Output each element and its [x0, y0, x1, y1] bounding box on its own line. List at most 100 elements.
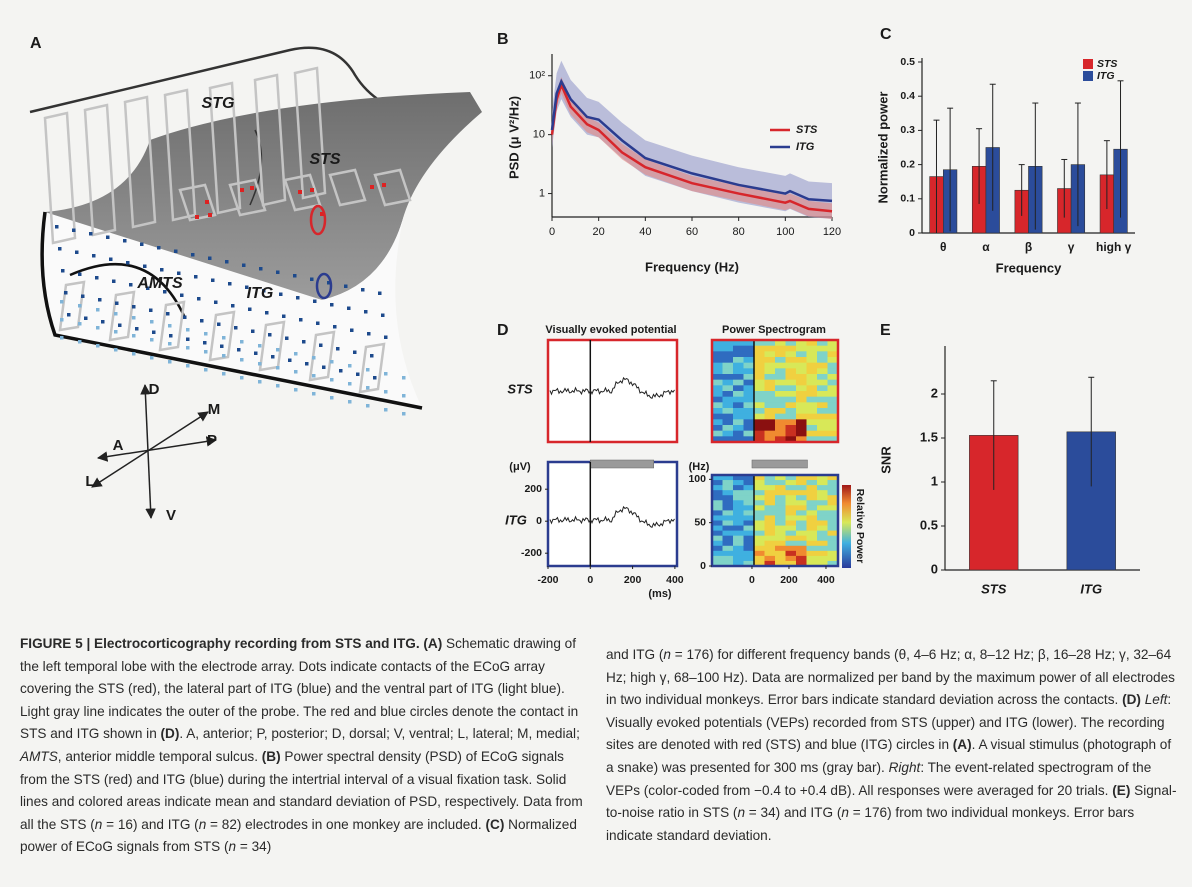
spec-cell — [712, 362, 723, 369]
spec-cell — [817, 408, 828, 415]
spec-cell — [743, 475, 755, 481]
spec-cell — [817, 357, 828, 364]
ventral-dot — [366, 386, 370, 390]
spec-cell — [733, 500, 744, 506]
stimulus-bar — [751, 459, 808, 469]
spec-cell — [733, 535, 744, 542]
ventral-dot — [402, 376, 406, 380]
spec-cell — [806, 419, 818, 426]
unit-label: (ms) — [648, 588, 672, 600]
itg-dot — [129, 283, 133, 287]
spec-cell — [775, 535, 786, 542]
caption-text: , anterior middle temporal sulcus. — [57, 748, 262, 764]
caption-text: Normalized power of ECoG signals from ST… — [20, 816, 577, 855]
ventral-dot — [168, 324, 172, 328]
spec-cell — [743, 530, 755, 537]
ventral-dot — [330, 360, 334, 364]
ventral-dot — [348, 400, 352, 404]
ventral-dot — [222, 372, 226, 376]
spec-cell — [733, 396, 744, 403]
spec-cell — [775, 396, 786, 403]
spec-cell — [743, 525, 755, 532]
spec-cell — [827, 357, 839, 364]
spec-cell — [722, 535, 734, 542]
spec-cell — [712, 490, 723, 496]
caption-text: Left — [1144, 692, 1168, 708]
spec-cell — [764, 560, 776, 567]
x-tick-label: α — [982, 240, 990, 254]
x-axis-title: Frequency (Hz) — [645, 259, 739, 274]
ventral-dot — [114, 348, 118, 352]
legend-swatch — [1083, 71, 1093, 81]
spec-cell — [827, 535, 839, 542]
x-tick-label: ITG — [1080, 581, 1102, 596]
spec-cell — [712, 480, 723, 486]
ventral-dot — [348, 364, 352, 368]
itg-dot — [330, 303, 334, 307]
spec-cell — [827, 391, 839, 398]
spec-cell — [785, 396, 797, 403]
spec-cell — [785, 520, 797, 527]
spec-cell — [806, 340, 818, 347]
spec-cell — [785, 419, 797, 426]
spec-cell — [754, 525, 765, 532]
spec-cell — [754, 413, 765, 420]
spec-cell — [785, 545, 797, 552]
spec-cell — [743, 340, 755, 347]
spec-cell — [722, 550, 734, 557]
y-tick-label: 0.5 — [900, 56, 915, 68]
spec-cell — [775, 413, 786, 420]
x-tick-label: 200 — [624, 574, 642, 586]
spec-cell — [722, 345, 734, 352]
spec-cell — [743, 520, 755, 527]
spec-cell — [785, 490, 797, 496]
spec-cell — [827, 385, 839, 392]
spec-cell — [796, 402, 807, 409]
itg-dot — [92, 254, 96, 258]
y-axis-title: PSD (μ V²/Hz) — [506, 96, 521, 179]
itg-dot — [276, 270, 280, 274]
probe-loop — [228, 178, 267, 217]
spec-cell — [806, 480, 818, 486]
spec-cell — [743, 357, 755, 364]
spec-cell — [796, 535, 807, 542]
itg-dot — [259, 267, 263, 271]
spec-cell — [817, 362, 828, 369]
spec-cell — [817, 374, 828, 381]
caption-text: n — [737, 805, 746, 821]
itg-dot — [370, 354, 374, 358]
y-tick-label: 0 — [931, 561, 938, 576]
ventral-dot — [384, 408, 388, 412]
y-tick-label: 1 — [539, 187, 545, 199]
spec-cell — [712, 436, 723, 443]
spec-cell — [712, 475, 723, 481]
itg-dot — [378, 291, 382, 295]
ventral-dot — [276, 348, 280, 352]
spec-cell — [722, 436, 734, 443]
itg-dot — [183, 315, 187, 319]
spec-cell — [785, 391, 797, 398]
spec-cell — [806, 391, 818, 398]
ventral-dot — [132, 334, 136, 338]
spec-cell — [775, 430, 786, 437]
std-band — [552, 77, 832, 219]
spec-cell — [733, 545, 744, 552]
spec-cell — [775, 530, 786, 537]
x-tick-label: 400 — [666, 574, 684, 586]
ventral-dot — [240, 376, 244, 380]
spec-cell — [764, 505, 776, 511]
spec-cell — [764, 385, 776, 392]
spec-cell — [806, 505, 818, 511]
spec-cell — [806, 510, 818, 516]
spec-cell — [827, 525, 839, 532]
spec-cell — [722, 515, 734, 521]
itg-dot — [67, 313, 71, 317]
spec-cell — [712, 505, 723, 511]
y-tick-label: 0 — [909, 227, 915, 239]
spec-cell — [775, 340, 786, 347]
spec-cell — [785, 480, 797, 486]
spec-cell — [712, 425, 723, 432]
spec-cell — [743, 550, 755, 557]
spec-cell — [743, 490, 755, 496]
spec-cell — [722, 340, 734, 347]
